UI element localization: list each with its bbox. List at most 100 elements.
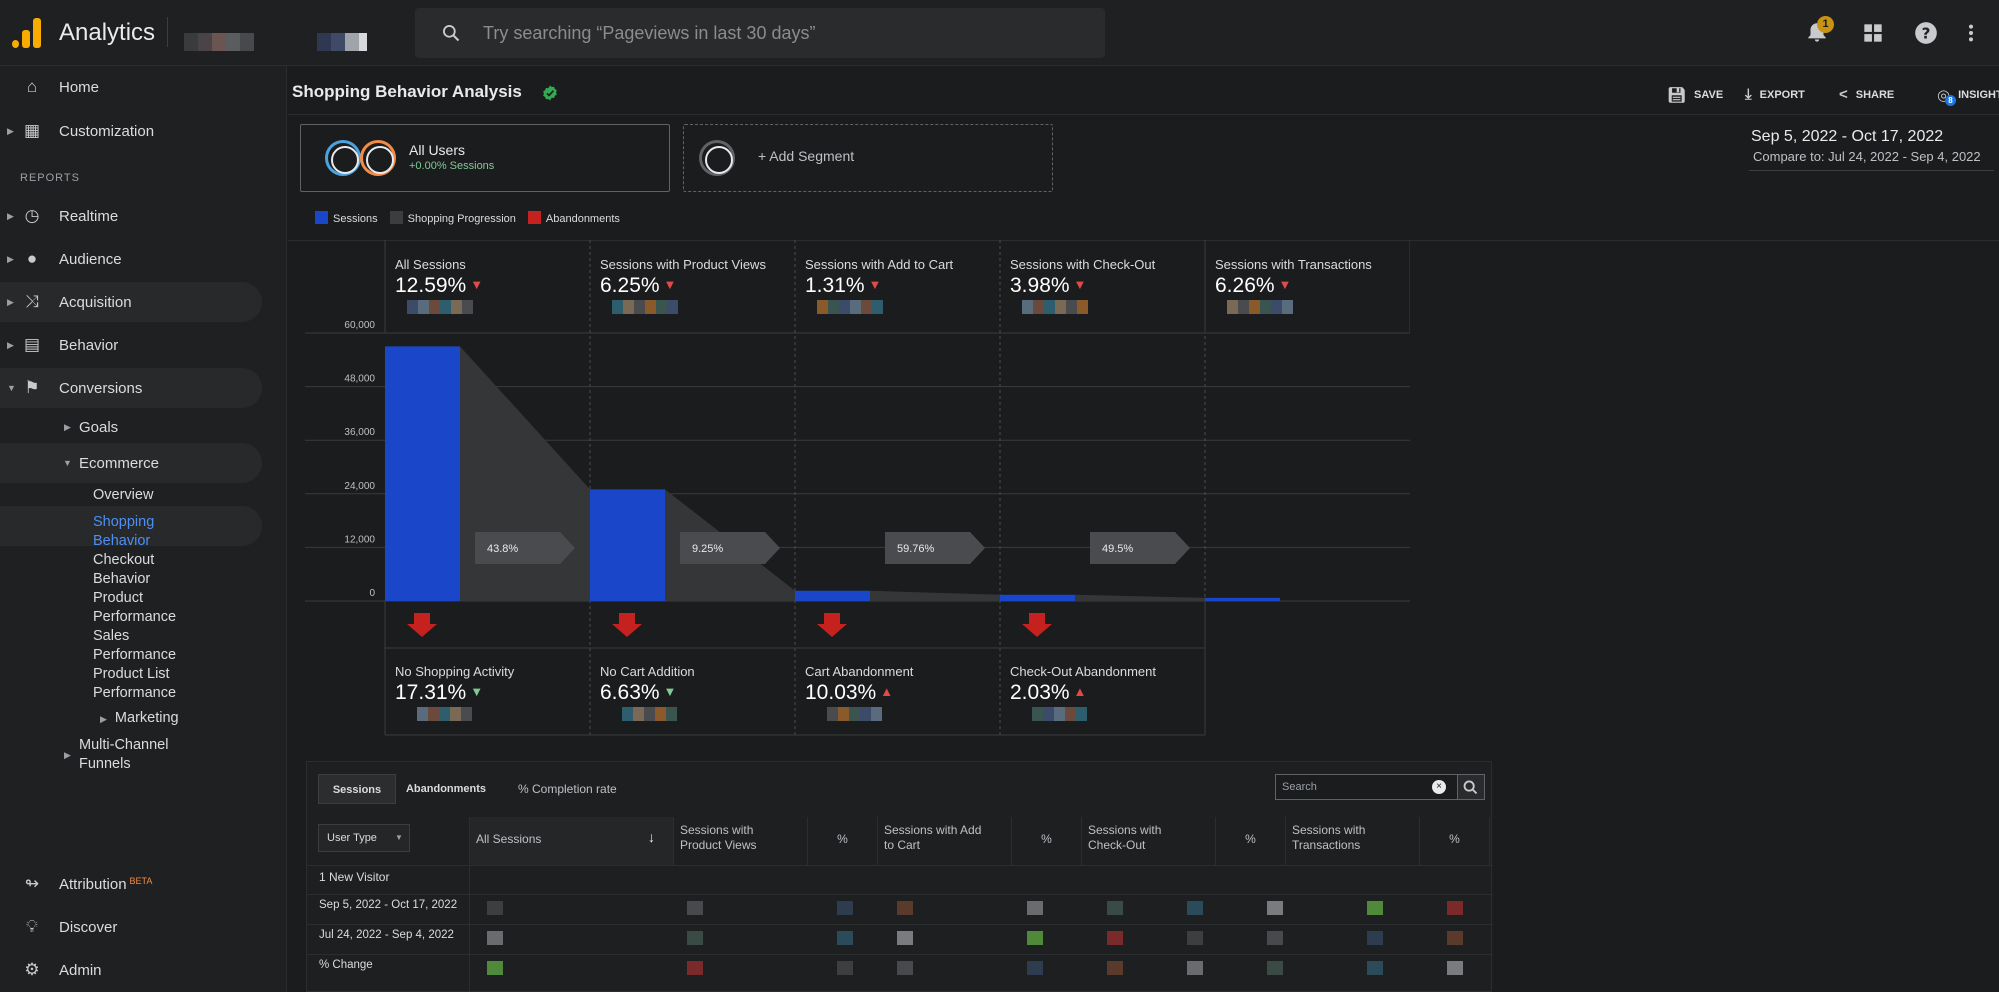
column-header[interactable]: % xyxy=(1420,817,1490,865)
funnel-step-change: 1.31% ▼ xyxy=(805,274,881,298)
lightbulb-icon: 💡︎ xyxy=(26,917,38,936)
column-header[interactable]: Sessions with Transactions xyxy=(1286,817,1420,865)
ecommerce-marketing[interactable]: ▶ Marketing xyxy=(100,710,179,726)
sidebar-item-multichannel-funnels[interactable]: Multi-Channel Funnels xyxy=(79,737,169,772)
sidebar-item-behavior[interactable]: ▶ ▤ Behavior xyxy=(7,335,119,354)
sidebar-item-audience[interactable]: ▶ ● Audience xyxy=(7,249,122,268)
sort-descending-icon[interactable]: ↓ xyxy=(648,829,655,845)
sidebar-item-home[interactable]: ⌂ Home xyxy=(0,67,262,107)
empty-segment-ring-icon xyxy=(699,140,735,176)
clear-search-icon[interactable]: × xyxy=(1432,780,1446,794)
progression-rate-label: 43.8% xyxy=(487,543,518,555)
ecommerce-product-performance[interactable]: Product Performance xyxy=(93,590,177,625)
export-button[interactable]: ⤓ EXPORT xyxy=(1745,86,1805,103)
sidebar-item-conversions[interactable]: ▼ ⚑ Conversions xyxy=(0,368,262,408)
caret-right-icon: ▶ xyxy=(64,750,71,760)
progression-band xyxy=(1075,594,1205,601)
save-button[interactable]: 💾︎ SAVE xyxy=(1667,87,1724,104)
sidebar-item-realtime[interactable]: ▶ ◷ Realtime xyxy=(7,206,119,225)
abandonment-title: No Shopping Activity xyxy=(395,664,515,679)
column-header[interactable]: Sessions with Check-Out xyxy=(1082,817,1216,865)
sidebar-item-ecommerce[interactable]: ▼ Ecommerce xyxy=(0,443,262,483)
account-name-redacted[interactable] xyxy=(184,33,254,51)
row-date-label: Sep 5, 2022 - Oct 17, 2022 xyxy=(319,899,458,911)
table-search-button[interactable] xyxy=(1457,774,1485,800)
search-placeholder: Try searching “Pageviews in last 30 days… xyxy=(483,23,816,43)
tab-sessions[interactable]: Sessions xyxy=(318,774,396,804)
y-tick-label: 0 xyxy=(369,588,375,599)
completion-rate-toggle[interactable]: % Completion rate xyxy=(518,782,617,796)
search-bar[interactable]: Try searching “Pageviews in last 30 days… xyxy=(415,8,1105,58)
insights-button[interactable]: ◎8INSIGHTS xyxy=(1937,86,1999,106)
legend-swatch xyxy=(315,211,328,224)
tab-abandonments[interactable]: Abandonments xyxy=(405,783,487,795)
row-user-type-label[interactable]: 1 New Visitor xyxy=(319,870,390,884)
abandonment-title: Cart Abandonment xyxy=(805,664,914,679)
analytics-logo-icon[interactable] xyxy=(12,16,42,48)
dashboard-grid-icon: ▦ xyxy=(23,121,41,140)
view-name-redacted[interactable] xyxy=(317,33,367,51)
sidebar-item-discover[interactable]: 💡︎ Discover xyxy=(0,907,262,947)
column-header[interactable]: % xyxy=(808,817,878,865)
caret-right-icon: ▶ xyxy=(7,210,14,221)
header-label: % xyxy=(1245,832,1256,846)
sidebar: ⌂ Home ▶ ▦ Customization REPORTS ▶ ◷ Rea… xyxy=(0,66,287,992)
abandonment-change: 6.63% ▼ xyxy=(600,681,676,705)
ecommerce-checkout-behavior[interactable]: Checkout Behavior xyxy=(93,552,155,587)
y-tick-label: 24,000 xyxy=(344,481,375,492)
funnel-step-change: 6.26% ▼ xyxy=(1215,274,1291,298)
ecommerce-overview[interactable]: Overview xyxy=(93,487,154,503)
row-divider xyxy=(307,924,1493,925)
abandonment-arrow-icon xyxy=(407,613,437,637)
ecommerce-product-list-performance[interactable]: Product List Performance xyxy=(93,666,177,701)
sidebar-item-acquisition[interactable]: ▶ ⤨ Acquisition xyxy=(0,282,262,322)
sessions-bar xyxy=(1205,597,1280,601)
change-value: 2.03% xyxy=(1010,681,1070,704)
top-bar: Analytics Try searching “Pageviews in la… xyxy=(0,0,1999,66)
funnel-step-title: Sessions with Transactions xyxy=(1215,257,1372,272)
header-label: to Cart xyxy=(884,838,921,852)
segment-all-users[interactable]: All Users +0.00% Sessions xyxy=(300,124,670,192)
header-label: % xyxy=(837,832,848,846)
date-range-picker[interactable]: Sep 5, 2022 - Oct 17, 2022 xyxy=(1751,128,1944,145)
redacted-cell-value xyxy=(1027,931,1043,945)
y-tick-label: 12,000 xyxy=(344,534,375,545)
column-header[interactable]: All Sessions ↓ xyxy=(470,817,674,865)
sidebar-item-customization[interactable]: ▶ ▦ Customization xyxy=(7,121,155,140)
progression-rate-arrow xyxy=(885,532,985,564)
sessions-bar xyxy=(590,489,665,601)
header-divider xyxy=(288,114,1999,115)
redacted-cell-value xyxy=(487,931,503,945)
ecommerce-sales-performance[interactable]: Sales Performance xyxy=(93,628,177,663)
insights-icon: ◎ 8 xyxy=(1937,86,1956,106)
redacted-cell-value xyxy=(897,931,913,945)
date-range-underline xyxy=(1749,170,1994,171)
more-vertical-icon[interactable] xyxy=(1960,20,1982,46)
header-label: Check-Out xyxy=(1088,838,1146,852)
sidebar-item-attribution[interactable]: ↬ Attribution BETA xyxy=(0,864,262,904)
column-header[interactable]: Sessions with Add to Cart xyxy=(878,817,1012,865)
redacted-value xyxy=(827,707,882,721)
add-segment-button[interactable]: + Add Segment xyxy=(683,124,1053,192)
column-header[interactable]: Sessions with Product Views xyxy=(674,817,808,865)
column-header[interactable]: % xyxy=(1012,817,1082,865)
abandonment-change: 17.31% ▼ xyxy=(395,681,483,705)
help-icon[interactable]: ? xyxy=(1913,20,1939,46)
apps-grid-icon[interactable] xyxy=(1860,20,1886,46)
column-header[interactable]: % xyxy=(1216,817,1286,865)
user-type-dimension-select[interactable]: User Type ▼ xyxy=(318,824,410,852)
redacted-value xyxy=(612,300,678,314)
share-button[interactable]: < SHARE xyxy=(1839,86,1895,103)
funnel-step-title: Sessions with Product Views xyxy=(600,257,766,272)
sidebar-item-goals[interactable]: ▶ Goals xyxy=(64,418,119,436)
arrow-down-icon: ▼ xyxy=(470,277,484,292)
segment-name: All Users xyxy=(409,142,466,158)
sidebar-item-admin[interactable]: ⚙ Admin xyxy=(0,950,262,990)
redacted-cell-value xyxy=(487,961,503,975)
redacted-cell-value xyxy=(687,931,703,945)
header-label: Transactions xyxy=(1292,838,1361,852)
selected-highlight xyxy=(0,506,262,546)
header-label: Sessions with xyxy=(1088,823,1162,837)
ecommerce-shopping-behavior[interactable]: Shopping Behavior xyxy=(93,514,155,549)
table-search-input[interactable]: Search × xyxy=(1275,774,1460,800)
